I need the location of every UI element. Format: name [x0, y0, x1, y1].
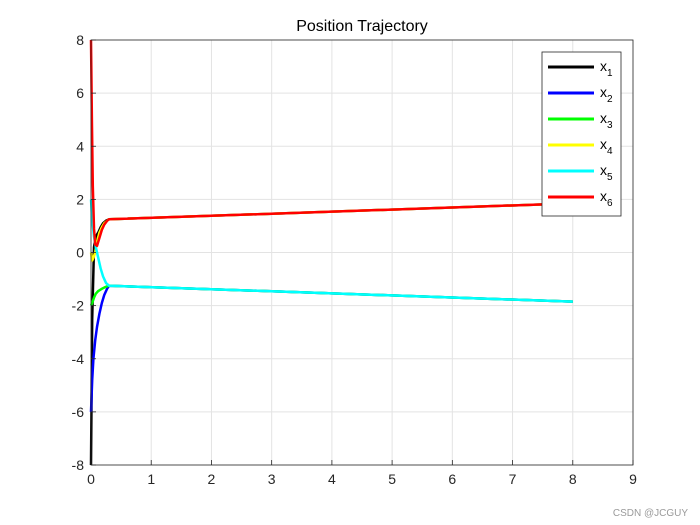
- legend-label-subscript: 6: [607, 198, 613, 209]
- x-tick-label: 9: [629, 471, 637, 487]
- legend-label-subscript: 3: [607, 120, 613, 131]
- x-tick-label: 3: [268, 471, 276, 487]
- y-tick-label: 2: [76, 191, 84, 207]
- axis-ticks: 0 1 2 3 4 5 6 7 8 9 -8 -6 -4 -2 0 2 4 6 8: [72, 32, 638, 487]
- x-tick-label: 4: [328, 471, 336, 487]
- legend-label-base: x: [600, 162, 607, 178]
- x-tick-label: 7: [509, 471, 517, 487]
- legend-label-x6: x6: [600, 188, 613, 209]
- x-tick-label: 8: [569, 471, 577, 487]
- legend-label-base: x: [600, 58, 607, 74]
- legend-label-subscript: 4: [607, 146, 613, 157]
- legend-label-x3: x3: [600, 110, 613, 131]
- legend-label-subscript: 5: [607, 172, 613, 183]
- y-tick-label: 0: [76, 245, 84, 261]
- x-tick-label: 5: [388, 471, 396, 487]
- legend-label-x5: x5: [600, 162, 613, 183]
- legend-label-base: x: [600, 188, 607, 204]
- legend-label-subscript: 1: [607, 68, 613, 79]
- legend-label-x4: x4: [600, 136, 613, 157]
- y-tick-label: -6: [72, 404, 85, 420]
- legend-label-base: x: [600, 84, 607, 100]
- x-tick-label: 0: [87, 471, 95, 487]
- x-tick-label: 6: [448, 471, 456, 487]
- y-tick-label: -8: [72, 457, 85, 473]
- series-line-x6: [89, 39, 573, 248]
- y-tick-label: 6: [76, 85, 84, 101]
- legend-label-subscript: 2: [607, 94, 613, 105]
- legend-label-x2: x2: [600, 84, 613, 105]
- series-line-x2: [89, 284, 573, 412]
- series-lines: [89, 39, 573, 466]
- legend-box: [541, 51, 622, 217]
- legend-label-base: x: [600, 110, 607, 126]
- legend-label-base: x: [600, 136, 607, 152]
- watermark-text: CSDN @JCGUY: [612, 508, 688, 519]
- y-tick-label: 4: [76, 138, 84, 154]
- chart-title: Position Trajectory: [296, 18, 428, 35]
- legend-label-x1: x1: [600, 58, 613, 79]
- y-tick-label: -2: [72, 298, 85, 314]
- x-tick-label: 2: [208, 471, 216, 487]
- x-tick-label: 1: [147, 471, 155, 487]
- y-tick-label: 8: [76, 32, 84, 48]
- y-tick-label: -4: [72, 351, 85, 367]
